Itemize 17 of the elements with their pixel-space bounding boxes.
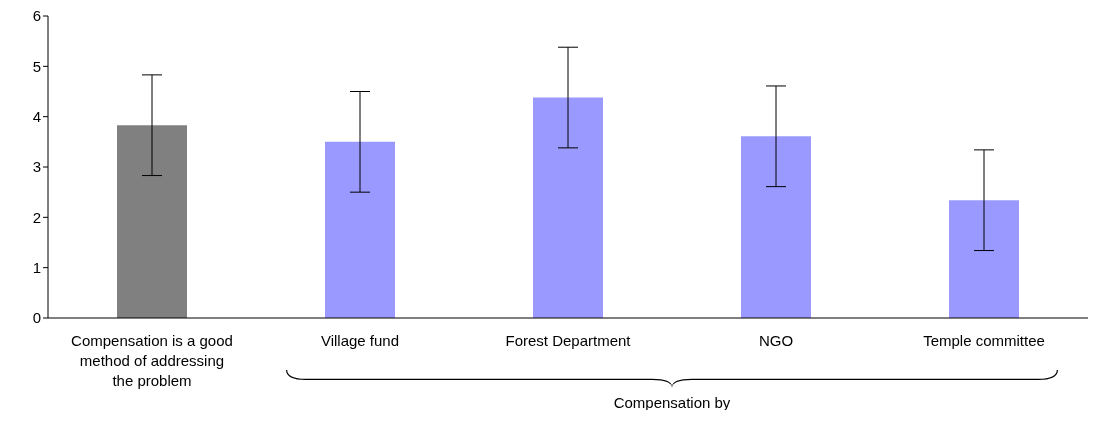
x-tick-label: Forest Department	[505, 332, 632, 349]
bar	[741, 136, 811, 318]
bar	[949, 200, 1019, 318]
y-tick-label: 2	[32, 208, 41, 226]
y-tick-label: 6	[32, 7, 41, 25]
bar	[533, 97, 603, 318]
y-tick-label: 3	[32, 158, 41, 176]
y-tick-label: 5	[32, 57, 41, 75]
x-tick-label: Temple committee	[923, 332, 1045, 349]
y-tick-label: 1	[32, 258, 41, 276]
x-tick-label: Village fund	[320, 332, 400, 349]
bar	[325, 141, 395, 318]
x-tick-label: NGO	[758, 332, 794, 349]
x-tick-label: Compensation is a good method of addressing the problem	[71, 332, 233, 389]
bar	[117, 125, 187, 318]
y-tick-label: 4	[32, 107, 41, 125]
y-tick-label: 0	[32, 309, 41, 327]
